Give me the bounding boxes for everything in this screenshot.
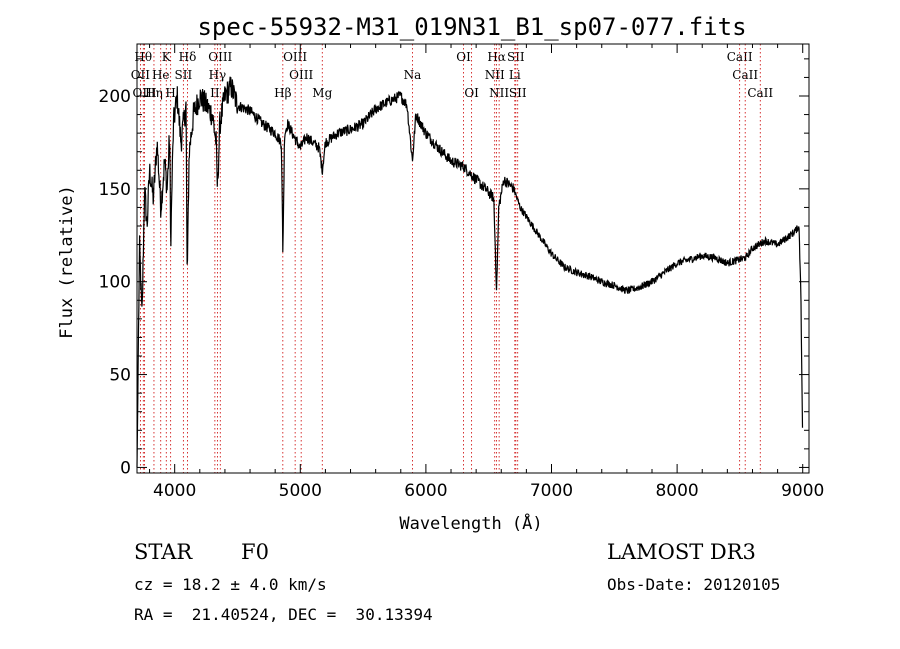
plot-frame xyxy=(136,43,810,474)
y-tick-label: 50 xyxy=(109,366,131,386)
redshift-cz: cz = 18.2 ± 4.0 km/s xyxy=(134,575,327,594)
spectral-line-label: Hη xyxy=(145,86,163,100)
spectral-line-label: Na xyxy=(404,68,422,82)
x-tick-label: 4000 xyxy=(153,481,196,501)
spectral-line-label: Hθ xyxy=(134,50,152,64)
spectral-line-label: OIII xyxy=(289,68,313,82)
spectrum-series xyxy=(136,76,804,468)
chart-title: spec-55932-M31_019N31_B1_sp07-077.fits xyxy=(197,13,746,41)
spectral-line-label: Li xyxy=(509,68,521,82)
spectral-line-label: K xyxy=(162,50,172,64)
spectral-line-label: OIII xyxy=(283,50,307,64)
y-tick-label: 0 xyxy=(120,458,131,478)
spectral-line-label: SII xyxy=(509,86,527,100)
spectral-line-label: OI xyxy=(456,50,471,64)
y-tick-label: 200 xyxy=(99,87,131,107)
spectral-line-label: H xyxy=(165,86,175,100)
x-tick-label: 7000 xyxy=(530,481,573,501)
x-tick-label: 9000 xyxy=(781,481,824,501)
spectral-line-label: OI xyxy=(464,86,479,100)
ra-dec-coordinates: RA = 21.40524, DEC = 30.13394 xyxy=(134,605,433,624)
spectral-line-label: OII xyxy=(131,68,151,82)
spectral-line-label: II xyxy=(210,86,220,100)
spectral-line-label: CaII xyxy=(747,86,773,100)
observation-date: Obs-Date: 20120105 xyxy=(607,575,781,594)
x-tick-label: 5000 xyxy=(279,481,322,501)
y-tick-label: 150 xyxy=(99,180,131,200)
spectral-line-label: CaII xyxy=(727,50,753,64)
spectral-line-label: Hβ xyxy=(274,86,291,100)
y-axis-label: Flux (relative) xyxy=(57,185,77,339)
spectral-line-label: Mg xyxy=(312,86,332,100)
survey-name: LAMOST DR3 xyxy=(607,540,756,564)
x-axis-label: Wavelength (Å) xyxy=(399,512,542,534)
object-class: STAR xyxy=(134,540,193,564)
spectral-line-label: Hδ xyxy=(179,50,197,64)
x-tick-label: 6000 xyxy=(404,481,447,501)
spectral-line-label: He xyxy=(152,68,170,82)
axis-ticks: 4000 5000 6000 7000 8000 9000 0 50 100 150 200 xyxy=(99,44,824,501)
spectral-line-label: CaII xyxy=(732,68,758,82)
spectral-line-label: Hα xyxy=(487,50,506,64)
spectral-line-label: OIII xyxy=(208,50,232,64)
spectral-line-label: NII xyxy=(485,68,505,82)
object-subclass: F0 xyxy=(241,540,269,564)
spectral-line-label: Hγ xyxy=(209,68,227,82)
spectral-line-label: NII xyxy=(489,86,509,100)
y-tick-label: 100 xyxy=(99,273,131,293)
spectral-line-label: SII xyxy=(174,68,192,82)
spectral-line-label: SII xyxy=(507,50,525,64)
x-tick-label: 8000 xyxy=(655,481,698,501)
